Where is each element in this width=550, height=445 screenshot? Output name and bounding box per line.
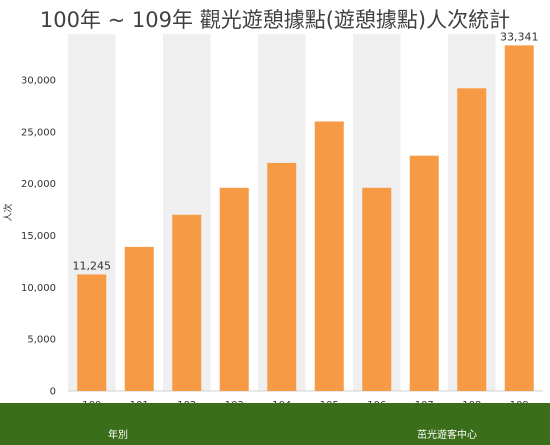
x-tick-label: 108 bbox=[462, 400, 481, 403]
y-tick-label: 5,000 bbox=[27, 335, 56, 346]
x-tick-label: 104 bbox=[272, 400, 291, 403]
y-tick-label: 20,000 bbox=[21, 179, 56, 190]
x-tick-label: 101 bbox=[130, 400, 149, 403]
bar-chart: 0 5,000 10,000 15,000 20,000 25,000 30,000 人次 10… bbox=[2, 30, 543, 403]
bar bbox=[362, 187, 392, 391]
bar bbox=[77, 274, 107, 391]
footer-right-label: 茁光遊客中心 bbox=[417, 430, 477, 441]
bar bbox=[457, 88, 487, 391]
x-tick-label: 105 bbox=[320, 400, 339, 403]
bar bbox=[124, 246, 154, 391]
y-tick-label: 0 bbox=[50, 387, 56, 398]
bar bbox=[267, 162, 297, 391]
x-tick-label: 102 bbox=[177, 400, 196, 403]
chart-title: 100年 ~ 109年 觀光遊憩據點(遊憩據點)人次統計 bbox=[39, 8, 511, 32]
x-tick-label: 107 bbox=[415, 400, 434, 403]
y-tick-label: 25,000 bbox=[21, 127, 56, 138]
x-tick-label: 103 bbox=[225, 400, 244, 403]
footer-bar: 年別 茁光遊客中心 bbox=[0, 403, 550, 445]
y-axis-label: 人次 bbox=[2, 203, 14, 221]
x-tick-label: 100 bbox=[82, 400, 101, 403]
data-label: 33,341 bbox=[500, 30, 539, 43]
x-tick-label: 106 bbox=[367, 400, 386, 403]
data-label: 11,245 bbox=[73, 259, 112, 272]
bar bbox=[504, 45, 534, 392]
y-tick-label: 15,000 bbox=[21, 231, 56, 242]
y-tick-label: 30,000 bbox=[21, 76, 56, 87]
x-tick-label: 109 bbox=[510, 400, 529, 403]
footer-left-label: 年別 bbox=[108, 430, 128, 441]
y-tick-label: 10,000 bbox=[21, 283, 56, 294]
bar bbox=[219, 187, 249, 391]
bar bbox=[172, 214, 202, 391]
bar bbox=[314, 121, 344, 391]
bar bbox=[409, 155, 439, 391]
